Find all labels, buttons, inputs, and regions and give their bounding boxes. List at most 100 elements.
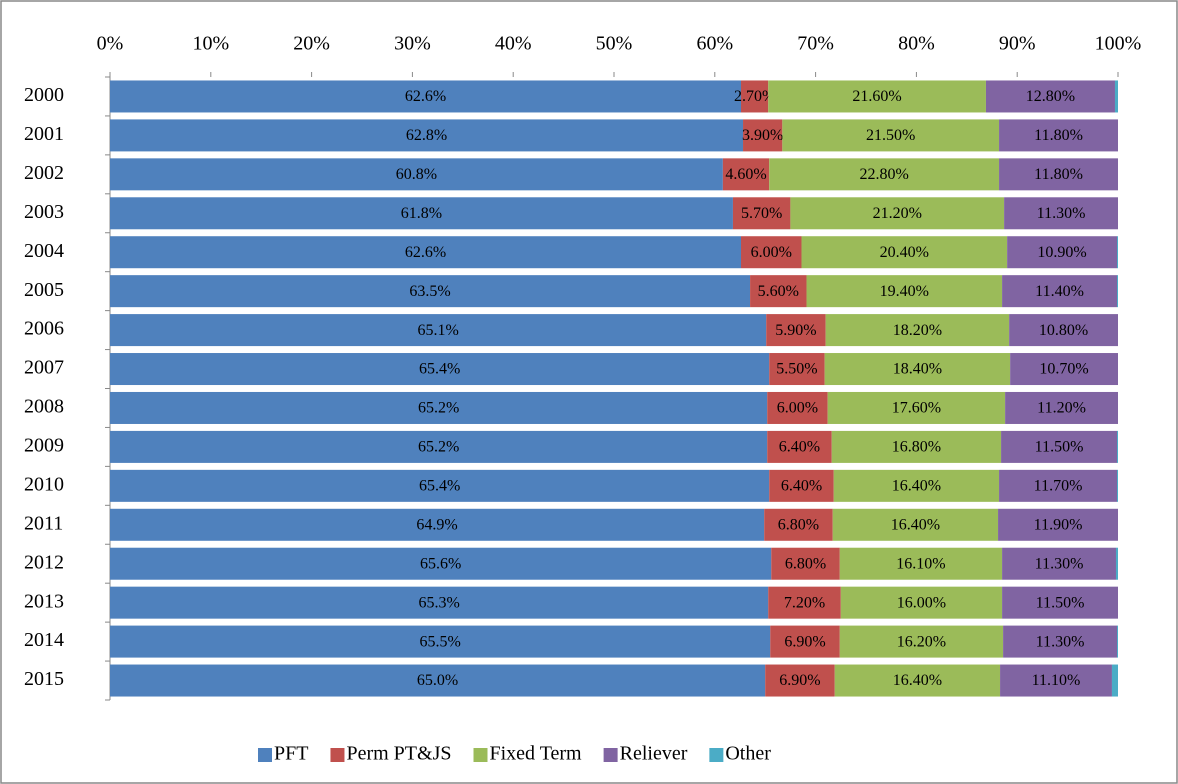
- y-tick-label: 2001: [24, 123, 64, 145]
- bar-segment: [110, 625, 771, 658]
- bar-segment: [831, 430, 1002, 463]
- bar-segment: [764, 508, 833, 541]
- bar-segment: [1000, 664, 1112, 697]
- data-label: 11.40%: [1035, 283, 1084, 300]
- data-label: 62.6%: [405, 244, 446, 261]
- bar-segment: [768, 586, 841, 619]
- data-label: 5.60%: [758, 283, 799, 300]
- bar-segment: [1115, 547, 1118, 580]
- bar-segment: [110, 508, 765, 541]
- data-label: 11.30%: [1035, 555, 1084, 572]
- data-label: 11.70%: [1034, 478, 1083, 495]
- x-tick-label: 50%: [596, 33, 633, 55]
- data-label: 16.40%: [892, 478, 941, 495]
- bar-segment: [770, 625, 840, 658]
- bar-segment: [743, 119, 783, 152]
- bar-segment: [1116, 275, 1118, 308]
- bar-segment: [767, 430, 832, 463]
- bar-segment: [840, 586, 1003, 619]
- data-label: 65.5%: [419, 633, 460, 650]
- bar-segment: [1002, 586, 1118, 619]
- bar-segment: [1007, 236, 1117, 269]
- legend-swatch: [603, 748, 618, 762]
- data-label: 6.80%: [785, 555, 826, 572]
- bar-segment: [834, 664, 1001, 697]
- bar-segment: [110, 158, 723, 191]
- y-tick-label: 2000: [24, 84, 64, 106]
- x-tick-label: 30%: [394, 33, 431, 55]
- bar-segment: [1116, 625, 1118, 658]
- bar-segment: [110, 119, 744, 152]
- bar-segment: [110, 275, 751, 308]
- bar-segment: [998, 508, 1118, 541]
- data-label: 12.80%: [1026, 88, 1075, 105]
- bar-segment: [801, 236, 1008, 269]
- data-label: 6.40%: [779, 439, 820, 456]
- bar-segment: [1116, 430, 1118, 463]
- y-tick-label: 2011: [24, 512, 63, 534]
- bar-segment: [768, 80, 986, 113]
- data-label: 11.80%: [1034, 166, 1083, 183]
- data-label: 11.30%: [1037, 205, 1086, 222]
- data-label: 6.80%: [778, 516, 819, 533]
- y-tick-label: 2008: [24, 396, 64, 418]
- bar-segment: [1004, 197, 1118, 230]
- data-label: 16.20%: [897, 633, 946, 650]
- bar-segment: [782, 119, 1000, 152]
- y-tick-label: 2007: [24, 357, 64, 379]
- data-label: 22.80%: [859, 166, 908, 183]
- legend-swatch: [473, 748, 488, 762]
- data-label: 61.8%: [401, 205, 442, 222]
- bar-segment: [1002, 275, 1117, 308]
- legend-label: Fixed Term: [490, 743, 583, 765]
- bar-segment: [1002, 547, 1116, 580]
- bar-segment: [110, 664, 766, 697]
- data-label: 5.70%: [741, 205, 782, 222]
- data-label: 65.2%: [418, 439, 459, 456]
- data-label: 6.40%: [781, 478, 822, 495]
- bar-segment: [806, 275, 1003, 308]
- data-label: 21.50%: [866, 127, 915, 144]
- y-tick-label: 2013: [24, 590, 64, 612]
- bar-segment: [1116, 469, 1118, 502]
- bar-segment: [766, 314, 826, 347]
- bar-segment: [722, 158, 770, 191]
- y-tick-label: 2003: [24, 201, 64, 223]
- data-label: 16.10%: [896, 555, 945, 572]
- data-label: 10.80%: [1039, 322, 1088, 339]
- bar-segment: [999, 469, 1117, 502]
- data-label: 65.4%: [419, 361, 460, 378]
- data-label: 65.2%: [418, 400, 459, 417]
- data-label: 11.20%: [1037, 400, 1086, 417]
- y-tick-label: 2012: [24, 551, 64, 573]
- data-label: 63.5%: [409, 283, 450, 300]
- data-label: 20.40%: [880, 244, 929, 261]
- data-label: 11.90%: [1034, 516, 1083, 533]
- bar-segment: [110, 469, 770, 502]
- data-label: 17.60%: [892, 400, 941, 417]
- bar-segment: [110, 586, 769, 619]
- bar-segment: [999, 119, 1118, 152]
- y-tick-label: 2009: [24, 435, 64, 457]
- bar-segment: [110, 391, 768, 424]
- data-label: 7.20%: [784, 594, 825, 611]
- data-label: 11.50%: [1035, 439, 1084, 456]
- data-label: 3.90%: [742, 127, 783, 144]
- data-label: 6.90%: [779, 672, 820, 689]
- data-label: 21.60%: [852, 88, 901, 105]
- data-label: 5.90%: [775, 322, 816, 339]
- bar-segment: [1116, 236, 1118, 269]
- y-tick-label: 2015: [24, 668, 64, 690]
- x-tick-label: 10%: [192, 33, 229, 55]
- data-label: 64.9%: [416, 516, 457, 533]
- bar-segment: [741, 236, 802, 269]
- data-label: 4.60%: [725, 166, 766, 183]
- bar-segment: [790, 197, 1005, 230]
- bar-segment: [110, 353, 770, 386]
- x-tick-label: 40%: [495, 33, 532, 55]
- x-tick-label: 20%: [293, 33, 330, 55]
- data-label: 6.00%: [751, 244, 792, 261]
- data-label: 6.00%: [777, 400, 818, 417]
- bar-segment: [1005, 391, 1118, 424]
- bar-segment: [732, 197, 791, 230]
